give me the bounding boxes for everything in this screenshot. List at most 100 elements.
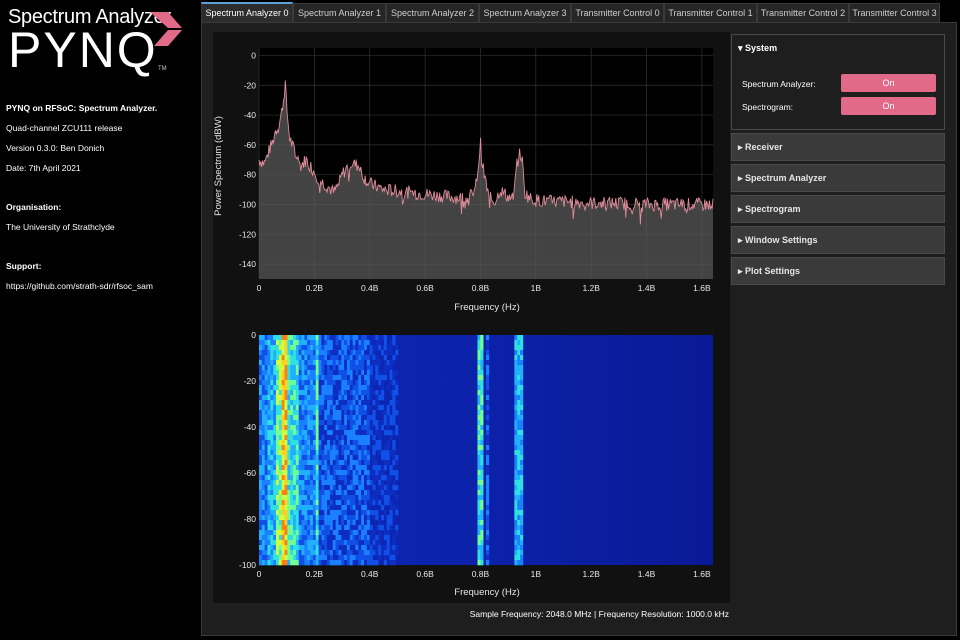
spectrogram-cell	[358, 420, 362, 426]
spectrogram-cell	[318, 355, 322, 361]
spectrogram-cell	[480, 375, 484, 381]
spectrogram-cell	[395, 460, 399, 466]
spectrogram-section[interactable]: ▸ Spectrogram	[731, 195, 945, 223]
spectrogram-cell	[514, 480, 518, 486]
spectrogram-cell	[352, 530, 356, 536]
spectrum-analyzer-section-header[interactable]: ▸ Spectrum Analyzer	[738, 173, 826, 184]
receiver-section-header[interactable]: ▸ Receiver	[738, 142, 783, 153]
spectrogram-cell	[273, 475, 277, 481]
spectrogram-cell	[264, 415, 268, 421]
spectrogram-cell	[310, 435, 314, 441]
spectrogram-cell	[259, 470, 263, 476]
spectrogram-cell	[315, 470, 319, 476]
spectrogram-cell	[392, 535, 396, 541]
spectrogram-cell	[361, 350, 365, 356]
spectrogram-cell	[332, 380, 336, 386]
spectrogram-cell	[329, 535, 334, 541]
spectrogram-cell	[295, 435, 300, 441]
spectrogram-cell	[352, 485, 356, 491]
spectrogram-cell	[520, 375, 524, 381]
spectrogram-cell	[369, 390, 373, 396]
spectrogram-cell	[372, 435, 376, 441]
spectrogram-cell	[361, 365, 365, 371]
spectrogram-cell	[366, 480, 370, 486]
spectrogram-cell	[276, 345, 280, 351]
spectrogram-cell	[327, 520, 331, 526]
spectrogram-cell	[366, 465, 370, 471]
tab-transmitter-control-1[interactable]: Transmitter Control 1	[664, 3, 757, 22]
spectrogram-cell	[290, 375, 294, 381]
tab-spectrum-analyzer-0[interactable]: Spectrum Analyzer 0	[201, 2, 293, 23]
plot-settings-section[interactable]: ▸ Plot Settings	[731, 257, 945, 285]
spectrogram-cell	[259, 435, 263, 441]
spectrogram-cell	[327, 490, 331, 496]
spectrogram-cell	[278, 495, 282, 501]
spectrogram-toggle[interactable]: On	[841, 97, 936, 115]
spectrogram-cell	[318, 415, 322, 421]
spectrogram-cell	[273, 450, 277, 456]
spectrogram-cell	[318, 505, 322, 511]
spectrogram-cell	[389, 390, 393, 396]
spectrogram-cell	[261, 540, 265, 546]
tab-transmitter-control-0[interactable]: Transmitter Control 0	[571, 3, 664, 22]
tab-transmitter-control-3[interactable]: Transmitter Control 3	[849, 3, 940, 22]
spectrogram-cell	[335, 380, 339, 386]
receiver-section[interactable]: ▸ Receiver	[731, 133, 945, 161]
tab-transmitter-control-2[interactable]: Transmitter Control 2	[757, 3, 849, 22]
spectrogram-cell	[366, 395, 370, 401]
spectrogram-cell	[378, 445, 382, 451]
spectrogram-cell	[278, 375, 282, 381]
spectrogram-cell	[514, 395, 518, 401]
spectrogram-cell	[261, 525, 265, 531]
spectrogram-cell	[301, 400, 305, 406]
spectrogram-cell	[304, 480, 308, 486]
spectrogram-cell	[332, 365, 336, 371]
spectrogram-cell	[363, 335, 368, 341]
spectrogram-cell	[352, 405, 356, 411]
spectrogram-cell	[273, 530, 277, 536]
window-settings-section-header[interactable]: ▸ Window Settings	[738, 235, 817, 246]
spectrogram-cell	[287, 535, 291, 541]
system-section-header[interactable]: ▾ System	[738, 43, 777, 54]
spectrogram-cell	[324, 500, 328, 506]
spectrogram-cell	[520, 425, 524, 431]
spectrogram-cell	[295, 550, 300, 556]
spectrum-analyzer-toggle[interactable]: On	[841, 74, 936, 92]
spectrogram-cell	[298, 560, 302, 566]
window-settings-section[interactable]: ▸ Window Settings	[731, 226, 945, 254]
spectrogram-cell	[486, 415, 490, 421]
spectrogram-cell	[261, 535, 265, 541]
support-link[interactable]: https://github.com/strath-sdr/rfsoc_sam	[6, 281, 153, 291]
spectrogram-cell	[349, 525, 353, 531]
spectrogram-cell	[270, 380, 274, 386]
tab-spectrum-analyzer-1[interactable]: Spectrum Analyzer 1	[293, 3, 386, 22]
spectrogram-cell	[301, 410, 305, 416]
spectrogram-cell	[363, 365, 368, 371]
plot-settings-section-header[interactable]: ▸ Plot Settings	[738, 266, 800, 277]
spectrogram-cell	[264, 395, 268, 401]
spectrogram-cell	[480, 355, 484, 361]
spectrogram-cell	[514, 460, 518, 466]
spectrum-analyzer-section[interactable]: ▸ Spectrum Analyzer	[731, 164, 945, 192]
spectrogram-cell	[363, 485, 368, 491]
spectrogram-cell	[307, 475, 311, 481]
spectrogram-section-header[interactable]: ▸ Spectrogram	[738, 204, 801, 215]
spectrogram-cell	[267, 520, 271, 526]
spectrogram-cell	[383, 530, 387, 536]
spectrogram-cell	[361, 400, 365, 406]
spectrogram-cell	[395, 350, 399, 356]
spectrogram-cell	[338, 455, 342, 461]
spectrogram-cell	[352, 470, 356, 476]
spectrogram-cell	[318, 540, 322, 546]
spectrogram-cell	[278, 555, 282, 561]
plots-svg[interactable]: 0 0.2B 0.4B 0.6B 0.8B 1B 1.2B 1.4B 1.6B0-20-40-6…	[213, 32, 730, 603]
tab-spectrum-analyzer-2[interactable]: Spectrum Analyzer 2	[386, 3, 479, 22]
spectrogram-cell	[293, 520, 297, 526]
tab-spectrum-analyzer-3[interactable]: Spectrum Analyzer 3	[479, 3, 571, 22]
spectrogram-cell	[298, 355, 302, 361]
spectrogram-cell	[363, 520, 368, 526]
spectrogram-cell	[372, 540, 376, 546]
spectrogram-cell	[344, 480, 348, 486]
spectrogram-cell	[386, 495, 390, 501]
spectrogram-cell	[312, 365, 317, 371]
